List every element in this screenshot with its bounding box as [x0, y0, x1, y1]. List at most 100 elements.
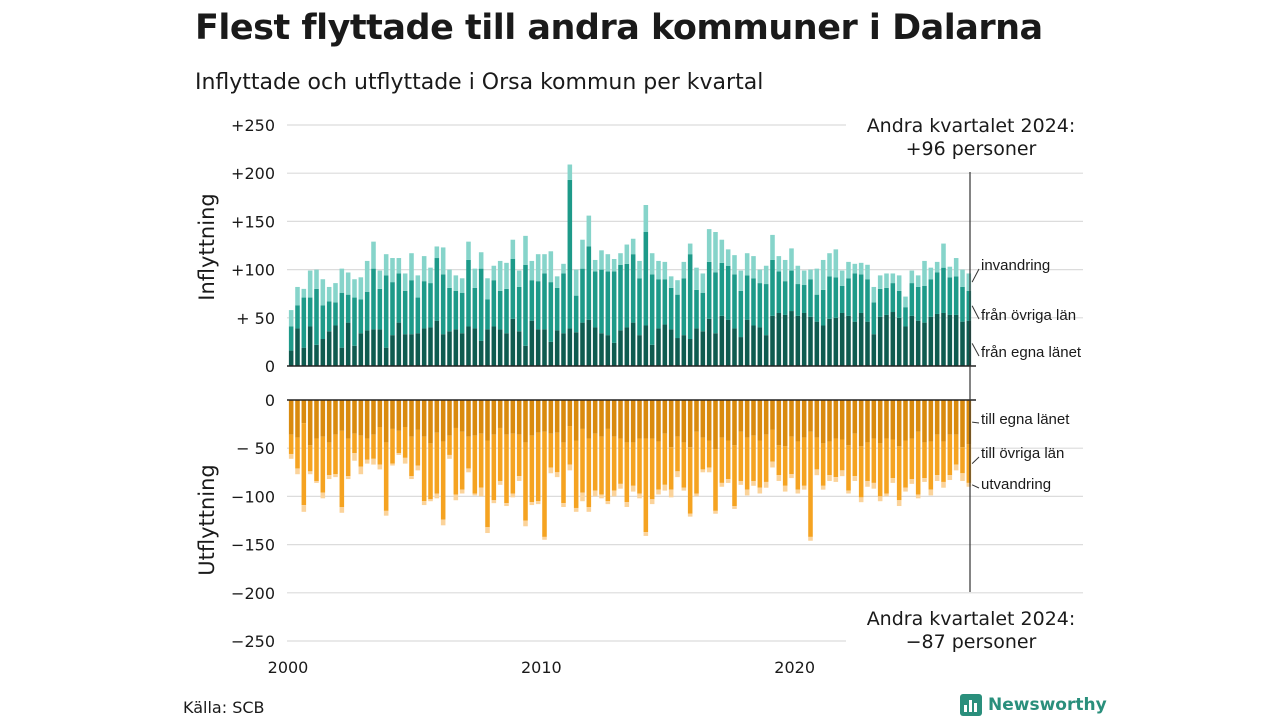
bar-invandring: [757, 269, 763, 284]
bar-från-egna-länet: [333, 325, 338, 366]
bar-invandring: [928, 267, 934, 280]
bar-utvandring: [922, 478, 927, 482]
bar-invandring: [371, 241, 376, 269]
bar-till-egna-länet: [466, 400, 471, 437]
bar-till-övriga-län: [434, 432, 440, 494]
bar-till-egna-länet: [352, 400, 357, 434]
bar-till-egna-länet: [719, 400, 725, 438]
bar-från-övriga-län: [846, 278, 851, 316]
bar-från-övriga-län: [396, 273, 402, 323]
bar-från-egna-länet: [947, 314, 953, 366]
bar-invandring: [390, 258, 395, 283]
series-leader-line: [971, 484, 980, 489]
bar-utvandring: [770, 461, 775, 468]
bar-till-övriga-län: [510, 433, 516, 494]
bar-från-övriga-län: [567, 179, 573, 329]
bar-invandring: [504, 262, 509, 289]
bar-från-egna-länet: [383, 347, 389, 366]
annotation-upper: +96 personer: [906, 138, 1037, 160]
bar-invandring: [966, 273, 972, 291]
bar-till-övriga-län: [409, 436, 414, 477]
bar-till-egna-länet: [896, 400, 902, 447]
bar-från-övriga-län: [662, 279, 668, 325]
y-tick-label: +150: [231, 212, 275, 231]
bar-utvandring: [700, 469, 706, 473]
chart-subtitle: Inflyttade och utflyttade i Orsa kommun …: [195, 70, 764, 95]
axes: [287, 172, 976, 592]
bar-från-övriga-län: [694, 289, 699, 329]
bar-till-egna-länet: [592, 400, 598, 434]
bar-till-övriga-län: [833, 438, 839, 478]
bar-till-egna-länet: [820, 400, 826, 444]
bar-från-egna-länet: [466, 326, 471, 366]
series-leader-line: [971, 343, 980, 357]
bar-utvandring: [554, 472, 560, 478]
bar-invandring: [643, 205, 649, 232]
bar-till-egna-länet: [751, 400, 756, 436]
bar-utvandring: [890, 478, 896, 483]
bar-till-egna-länet: [941, 400, 946, 442]
bar-invandring: [542, 254, 547, 274]
bar-till-egna-länet: [504, 400, 509, 435]
bar-utvandring: [529, 502, 535, 506]
bar-utvandring: [763, 481, 769, 488]
bar-till-övriga-län: [649, 438, 655, 500]
bar-till-övriga-län: [586, 438, 592, 507]
bar-från-övriga-län: [637, 278, 642, 336]
bar-till-egna-länet: [833, 400, 839, 439]
bar-till-egna-länet: [542, 400, 547, 432]
bar-till-egna-länet: [681, 400, 687, 443]
bar-från-egna-länet: [573, 332, 579, 366]
bar-till-egna-länet: [694, 400, 699, 432]
bar-till-egna-länet: [801, 400, 807, 438]
bar-invandring: [820, 259, 826, 290]
bar-till-egna-länet: [383, 400, 389, 443]
bar-invandring: [877, 275, 883, 289]
bar-till-övriga-län: [909, 438, 915, 480]
bar-invandring: [567, 164, 573, 180]
bar-från-egna-länet: [326, 331, 332, 366]
bar-till-egna-länet: [808, 400, 813, 432]
bar-från-övriga-län: [700, 292, 706, 332]
bar-till-egna-länet: [934, 400, 940, 435]
bar-från-övriga-län: [909, 283, 915, 316]
bar-till-övriga-län: [383, 442, 389, 511]
bar-utvandring: [440, 519, 446, 526]
bar-från-övriga-län: [751, 278, 756, 326]
bar-invandring: [827, 253, 832, 277]
annotation-upper: Andra kvartalet 2024:: [867, 115, 1076, 137]
bar-från-övriga-län: [782, 281, 788, 315]
bar-utvandring: [643, 532, 649, 536]
bar-från-egna-länet: [440, 334, 446, 366]
bar-till-övriga-län: [377, 426, 383, 465]
bar-från-egna-länet: [453, 329, 459, 366]
bar-utvandring: [725, 479, 731, 483]
bar-invandring: [915, 275, 921, 287]
bar-från-egna-länet: [618, 330, 623, 366]
bar-från-övriga-län: [896, 290, 902, 318]
bar-från-egna-länet: [890, 312, 896, 366]
bar-från-egna-länet: [757, 327, 763, 366]
bar-från-egna-länet: [485, 329, 490, 366]
bar-från-egna-länet: [941, 312, 946, 366]
bar-utvandring: [491, 500, 497, 504]
bar-utvandring: [573, 507, 579, 512]
bar-från-övriga-län: [928, 279, 934, 317]
bar-från-övriga-län: [409, 280, 414, 335]
bar-till-egna-länet: [909, 400, 915, 439]
bar-utvandring: [383, 510, 389, 516]
bar-från-övriga-län: [725, 265, 731, 320]
bar-från-egna-länet: [523, 345, 528, 366]
bar-invandring: [770, 234, 775, 260]
bar-till-övriga-län: [466, 436, 471, 469]
bar-från-övriga-län: [453, 290, 459, 330]
bar-invandring: [535, 254, 541, 282]
bar-utvandring: [915, 494, 921, 499]
bar-från-egna-länet: [542, 329, 547, 366]
bar-från-egna-länet: [643, 325, 649, 366]
bar-utvandring: [592, 490, 598, 497]
x-tick-label: 2000: [268, 658, 309, 677]
bar-utvandring: [732, 506, 737, 509]
bar-till-övriga-län: [763, 434, 769, 482]
brand-logo: Newsworthy: [960, 692, 1107, 718]
